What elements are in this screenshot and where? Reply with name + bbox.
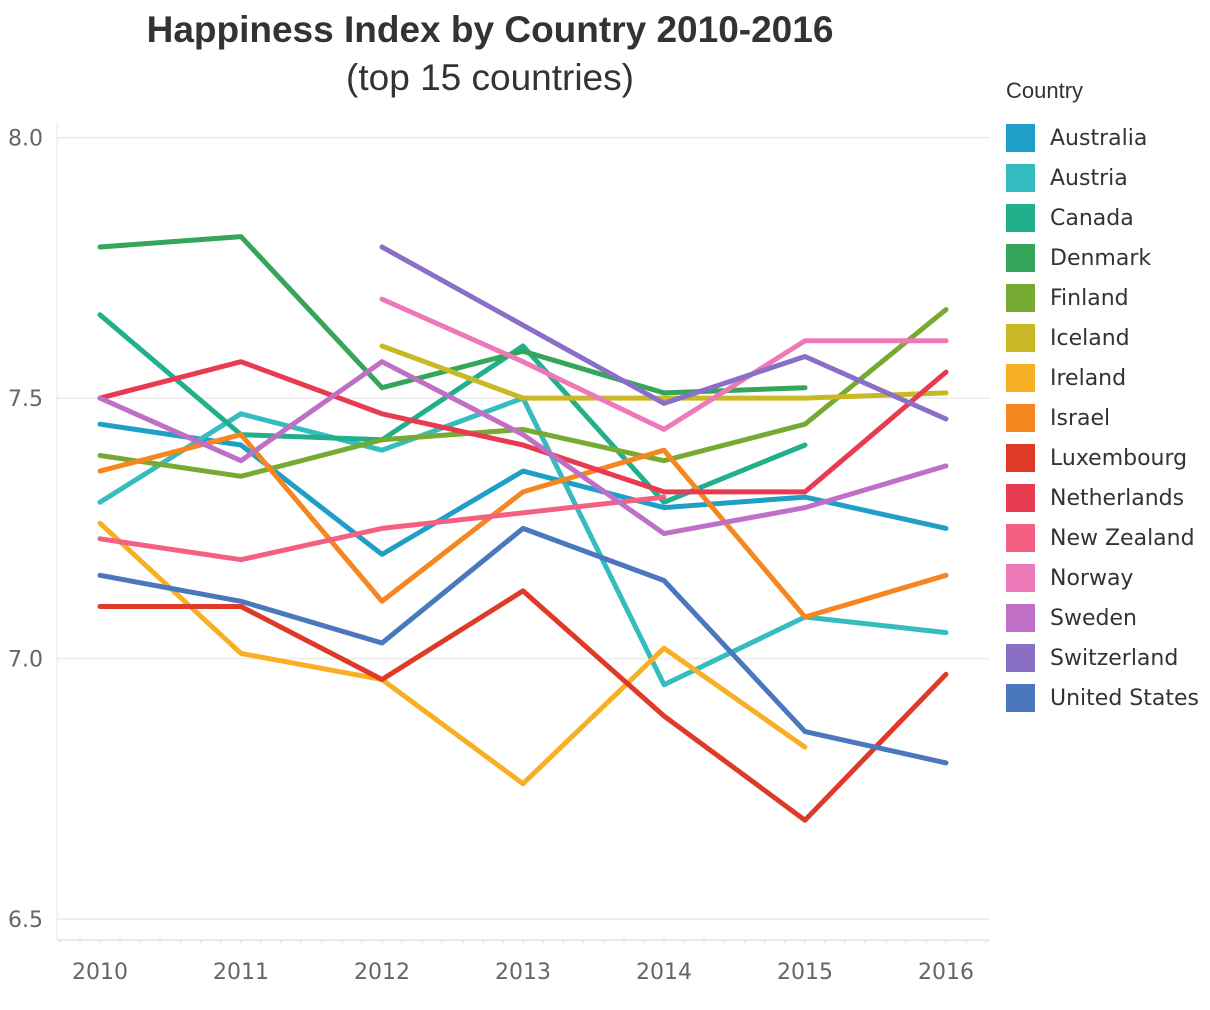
legend-label: Netherlands <box>1050 485 1185 511</box>
legend-swatch <box>1006 604 1035 632</box>
series-line-switzerland <box>379 244 949 422</box>
legend-swatch <box>1006 404 1035 432</box>
legend-swatch <box>1006 684 1035 712</box>
series-line-sweden <box>97 359 949 537</box>
legend-item-switzerland[interactable]: Switzerland <box>1006 638 1210 678</box>
legend-item-israel[interactable]: Israel <box>1006 398 1210 438</box>
legend-swatch <box>1006 204 1035 232</box>
legend-label: New Zealand <box>1050 525 1195 551</box>
legend-swatch <box>1006 324 1035 352</box>
legend-title: Country <box>1006 78 1084 103</box>
series-line-norway <box>379 296 949 432</box>
line-chart: 6.5 7.0 7.5 8.0 2010 2011 2012 2013 2014 2015 2016 <box>8 122 990 985</box>
series-line-united-states <box>97 525 949 766</box>
x-tick-label: 2012 <box>354 960 410 985</box>
legend-label: Austria <box>1050 165 1128 191</box>
x-tick-label: 2014 <box>636 960 692 985</box>
legend-swatch <box>1006 244 1035 272</box>
legend-label: Ireland <box>1050 365 1127 391</box>
legend-swatch <box>1006 284 1035 312</box>
x-tick-label: 2015 <box>777 960 833 985</box>
legend-label: Iceland <box>1050 325 1130 351</box>
series-line-israel <box>97 432 949 620</box>
series-line-australia <box>97 421 949 557</box>
series-line-ireland <box>97 520 808 787</box>
legend-swatch <box>1006 444 1035 472</box>
legend-swatch <box>1006 164 1035 192</box>
legend-label: Denmark <box>1050 245 1152 271</box>
chart-subtitle: (top 15 countries) <box>346 57 634 98</box>
legend-label: United States <box>1050 685 1199 711</box>
axes: 6.5 7.0 7.5 8.0 2010 2011 2012 2013 2014 2015 2016 <box>8 122 990 985</box>
legend-item-netherlands[interactable]: Netherlands <box>1006 478 1210 518</box>
legend-item-norway[interactable]: Norway <box>1006 558 1210 598</box>
legend-label: Australia <box>1050 125 1148 151</box>
y-tick-label: 7.0 <box>8 648 43 673</box>
legend-items: Australia Austria Canada Denmark Finland Icel… <box>1006 118 1210 718</box>
series-lines <box>97 234 949 823</box>
series-line-finland <box>97 307 949 479</box>
chart-title: Happiness Index by Country 2010-2016 <box>146 9 834 50</box>
legend-swatch <box>1006 524 1035 552</box>
legend-item-iceland[interactable]: Iceland <box>1006 318 1210 358</box>
series-line-iceland <box>379 343 949 401</box>
legend-item-finland[interactable]: Finland <box>1006 278 1210 318</box>
x-tick-label: 2010 <box>72 960 128 985</box>
x-tick-label: 2013 <box>495 960 551 985</box>
legend-label: Norway <box>1050 565 1134 591</box>
y-tick-label: 6.5 <box>8 908 43 933</box>
legend-item-austria[interactable]: Austria <box>1006 158 1210 198</box>
legend-item-new-zealand[interactable]: New Zealand <box>1006 518 1210 558</box>
legend-label: Israel <box>1050 405 1111 431</box>
series-line-new-zealand <box>97 494 667 563</box>
legend-label: Canada <box>1050 205 1134 231</box>
y-tick-label: 7.5 <box>8 387 43 412</box>
legend-item-united-states[interactable]: United States <box>1006 678 1210 718</box>
legend-item-australia[interactable]: Australia <box>1006 118 1210 158</box>
legend-label: Sweden <box>1050 605 1137 631</box>
series-line-netherlands <box>97 359 949 495</box>
legend-item-sweden[interactable]: Sweden <box>1006 598 1210 638</box>
legend-item-canada[interactable]: Canada <box>1006 198 1210 238</box>
legend-item-luxembourg[interactable]: Luxembourg <box>1006 438 1210 478</box>
legend-swatch <box>1006 484 1035 512</box>
legend-swatch <box>1006 364 1035 392</box>
legend-swatch <box>1006 124 1035 152</box>
x-tick-label: 2011 <box>213 960 269 985</box>
legend: Country Australia Austria Canada Denmark Fin… <box>1006 76 1210 718</box>
y-tick-label: 8.0 <box>8 127 43 152</box>
legend-item-ireland[interactable]: Ireland <box>1006 358 1210 398</box>
legend-label: Switzerland <box>1050 645 1179 671</box>
legend-item-denmark[interactable]: Denmark <box>1006 238 1210 278</box>
series-line-luxembourg <box>97 588 949 823</box>
legend-swatch <box>1006 564 1035 592</box>
x-tick-label: 2016 <box>918 960 974 985</box>
legend-swatch <box>1006 644 1035 672</box>
legend-label: Finland <box>1050 285 1129 311</box>
legend-label: Luxembourg <box>1050 445 1188 471</box>
